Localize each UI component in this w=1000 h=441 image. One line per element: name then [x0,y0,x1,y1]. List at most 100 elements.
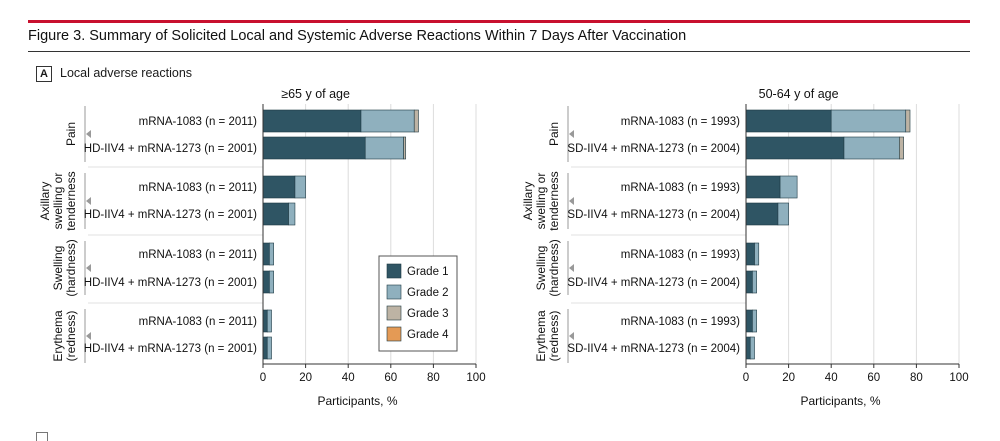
group-label-line: Pain [64,122,78,146]
bar-segment-grade-1 [262,109,362,133]
bar-segment-grade-1 [745,270,753,294]
x-axis-label: Participants, % [317,394,397,408]
group-label-pain: Pain [547,122,561,146]
bar-segment-grade-1 [262,336,268,360]
legend-swatch-grade-2 [386,284,402,300]
top-accent-rule [28,20,970,23]
bar-label: SD-IIV4 + mRNA-1273 (n = 2004) [567,209,740,221]
bar-label: SD-IIV4 + mRNA-1273 (n = 2004) [567,143,740,155]
bar-segment-grade-3 [403,136,407,160]
x-axis-label: Participants, % [800,394,880,408]
next-panel-stub [36,432,48,441]
bar-segment-grade-2 [294,175,306,199]
bar-segment-grade-1 [262,270,270,294]
bar-segment-grade-2 [266,336,272,360]
panel-title-2: 50-64 y of age [759,87,839,101]
group-bracket-pointer [86,264,91,272]
group-bracket-pointer [569,197,574,205]
group-bracket-pointer [569,130,574,138]
bar-label: SD-IIV4 + mRNA-1273 (n = 2004) [567,277,740,289]
legend-label-grade-3: Grade 3 [407,308,449,320]
bar-segment-grade-3 [905,109,911,133]
bar-segment-grade-2 [364,136,404,160]
legend-label-grade-4: Grade 4 [407,329,449,341]
bar-segment-grade-2 [269,270,274,294]
figure-title: Figure 3. Summary of Solicited Local and… [28,28,687,44]
legend-swatch-grade-1 [386,263,402,279]
bar-label: mRNA-1083 (n = 1993) [621,316,740,328]
x-tick-label: 60 [867,372,880,384]
bar-label: mRNA-1083 (n = 2011) [139,316,258,328]
group-label-line: tenderness [547,171,561,230]
group-label-line: (hardness) [547,239,561,296]
bar-label: mRNA-1083 (n = 1993) [621,116,740,128]
bar-segment-grade-2 [843,136,900,160]
group-label-line: Axillary [521,182,535,221]
bar-segment-grade-1 [262,242,270,266]
legend-label-grade-2: Grade 2 [407,287,449,299]
group-label-line: (hardness) [64,239,78,296]
bar-segment-grade-2 [754,242,760,266]
x-tick-label: 80 [910,372,923,384]
bar-label: HD-IIV4 + mRNA-1273 (n = 2001) [84,143,257,155]
x-tick-label: 40 [825,372,838,384]
group-label-line: Axillary [38,182,52,221]
group-label-erythema-redness-: Erythema(redness) [534,310,561,362]
bar-segment-grade-2 [830,109,907,133]
group-bracket-pointer [86,332,91,340]
x-tick-label: 0 [743,372,749,384]
group-bracket-pointer [86,130,91,138]
title-divider [28,51,970,52]
bar-segment-grade-1 [745,242,755,266]
bar-label: HD-IIV4 + mRNA-1273 (n = 2001) [84,343,257,355]
group-label-line: Swelling [51,246,65,291]
group-label-pain: Pain [64,122,78,146]
bar-segment-grade-1 [262,309,268,333]
group-label-line: Swelling [534,246,548,291]
panel-title-1: ≥65 y of age [281,87,350,101]
bar-segment-grade-2 [749,336,755,360]
legend-label-grade-1: Grade 1 [407,266,449,278]
bar-segment-grade-3 [413,109,419,133]
bar-label: HD-IIV4 + mRNA-1273 (n = 2001) [84,209,257,221]
x-tick-label: 20 [782,372,795,384]
bar-segment-grade-1 [745,202,779,226]
group-bracket-pointer [86,197,91,205]
bar-segment-grade-1 [745,175,781,199]
group-label-line: swelling or [51,173,65,230]
group-bracket-pointer [569,332,574,340]
group-label-swelling-hardness-: Swelling(hardness) [51,239,78,296]
bar-segment-grade-2 [752,270,757,294]
bar-segment-grade-2 [360,109,415,133]
legend-swatch-grade-3 [386,305,402,321]
bar-segment-grade-2 [288,202,296,226]
bar-label: mRNA-1083 (n = 2011) [139,249,258,261]
group-bracket-pointer [569,264,574,272]
bar-segment-grade-1 [262,136,366,160]
bar-segment-grade-1 [745,109,832,133]
bar-segment-grade-1 [262,202,289,226]
x-tick-label: 80 [427,372,440,384]
group-label-line: Pain [547,122,561,146]
legend-swatch-grade-4 [386,326,402,342]
bar-label: HD-IIV4 + mRNA-1273 (n = 2001) [84,277,257,289]
group-label-axillary-swelling-or-tenderness: Axillaryswelling ortenderness [521,171,561,230]
group-label-line: Erythema [51,310,65,362]
panel-letter-badge: A [36,66,52,82]
group-label-line: swelling or [534,173,548,230]
x-tick-label: 0 [260,372,266,384]
x-tick-label: 20 [299,372,312,384]
bar-label: mRNA-1083 (n = 2011) [139,116,258,128]
group-label-swelling-hardness-: Swelling(hardness) [534,239,561,296]
bar-segment-grade-3 [899,136,904,160]
bar-segment-grade-2 [269,242,274,266]
bar-label: mRNA-1083 (n = 2011) [139,182,258,194]
x-tick-label: 100 [949,372,968,384]
group-label-erythema-redness-: Erythema(redness) [51,310,78,362]
group-label-line: Erythema [534,310,548,362]
x-tick-label: 100 [466,372,485,384]
x-tick-label: 40 [342,372,355,384]
x-tick-label: 60 [384,372,397,384]
group-label-line: tenderness [64,171,78,230]
